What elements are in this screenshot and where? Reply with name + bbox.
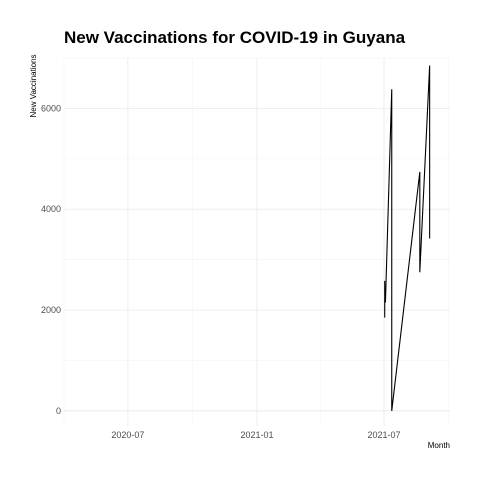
x-tick-label: 2020-07 bbox=[111, 430, 144, 440]
y-axis-title: New Vaccinations bbox=[29, 55, 38, 118]
x-tick-label: 2021-01 bbox=[240, 430, 273, 440]
x-axis-ticks: 2020-07 2021-01 2021-07 bbox=[111, 430, 400, 440]
y-axis-ticks: 0 2000 4000 6000 bbox=[41, 103, 61, 415]
series-group bbox=[384, 65, 431, 411]
series-line bbox=[384, 65, 431, 411]
y-tick-label: 6000 bbox=[41, 103, 61, 113]
y-tick-label: 2000 bbox=[41, 305, 61, 315]
chart-title: New Vaccinations for COVID-19 in Guyana bbox=[64, 28, 406, 47]
x-tick-label: 2021-07 bbox=[368, 430, 401, 440]
y-tick-label: 4000 bbox=[41, 204, 61, 214]
x-axis-title: Month bbox=[428, 441, 450, 450]
y-tick-label: 0 bbox=[56, 406, 61, 416]
grid bbox=[63, 57, 450, 426]
